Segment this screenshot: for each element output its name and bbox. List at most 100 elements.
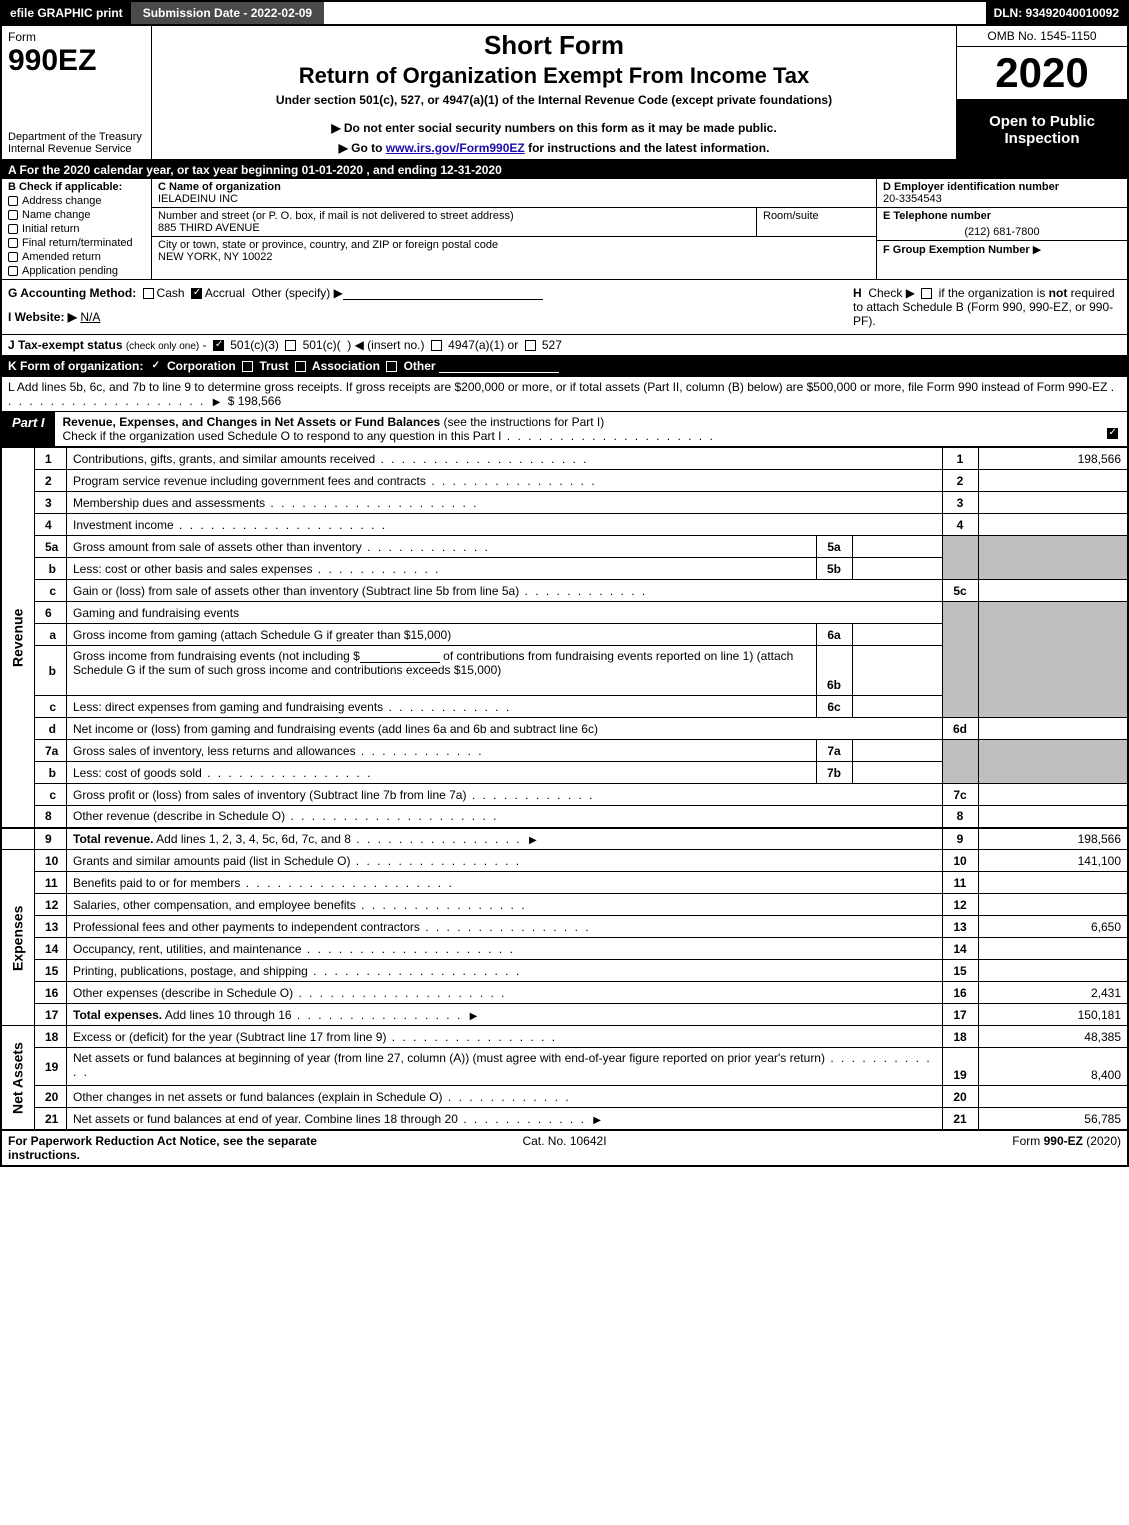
line-4-desc: Investment income (67, 514, 943, 536)
efile-print-label[interactable]: efile GRAPHIC print (2, 2, 131, 24)
chk-cash[interactable] (143, 288, 154, 299)
box-b-checkboxes: B Check if applicable: Address change Na… (2, 179, 152, 279)
schedule-o-check[interactable] (1097, 412, 1127, 446)
line-5c-ln: 5c (942, 580, 978, 602)
chk-initial-return[interactable]: Initial return (8, 223, 145, 235)
chk-amended-return[interactable]: Amended return (8, 251, 145, 263)
line-7c-num: c (35, 784, 67, 806)
chk-501c[interactable] (285, 340, 296, 351)
line-a-tax-year: A For the 2020 calendar year, or tax yea… (0, 161, 1129, 179)
chk-application-pending[interactable]: Application pending (8, 265, 145, 277)
line-5a-num: 5a (35, 536, 67, 558)
part-i-table: Revenue 1 Contributions, gifts, grants, … (0, 447, 1129, 1130)
arrow-icon: ▶ (1033, 244, 1041, 256)
under-section-text: Under section 501(c), 527, or 4947(a)(1)… (158, 93, 950, 107)
line-10-amt: 141,100 (978, 850, 1128, 872)
h-text: H Check ▶ if the organization is not req… (853, 286, 1115, 328)
footer-center: Cat. No. 10642I (379, 1134, 750, 1162)
shade-cell (978, 740, 1128, 784)
goto-prefix: ▶ Go to (339, 141, 386, 155)
line-18-amt: 48,385 (978, 1026, 1128, 1048)
line-17-amt: 150,181 (978, 1004, 1128, 1026)
chk-corporation[interactable] (150, 361, 161, 372)
chk-association[interactable] (295, 361, 306, 372)
chk-501c3[interactable] (213, 340, 224, 351)
i-label: I Website: ▶ (8, 310, 77, 324)
line-12-num: 12 (35, 894, 67, 916)
line-16-amt: 2,431 (978, 982, 1128, 1004)
line-6b-num: b (35, 646, 67, 696)
omb-number: OMB No. 1545-1150 (957, 26, 1127, 47)
chk-527[interactable] (525, 340, 536, 351)
line-7b-inval (852, 762, 942, 784)
org-address-row: Number and street (or P. O. box, if mail… (152, 208, 876, 237)
line-7b-num: b (35, 762, 67, 784)
line-20-desc: Other changes in net assets or fund bala… (67, 1086, 943, 1108)
chk-final-return[interactable]: Final return/terminated (8, 237, 145, 249)
line-11-num: 11 (35, 872, 67, 894)
chk-trust[interactable] (242, 361, 253, 372)
line-7c-amt (978, 784, 1128, 806)
website-value: N/A (80, 310, 100, 324)
line-19-amt: 8,400 (978, 1048, 1128, 1086)
line-7a-inval (852, 740, 942, 762)
line-5c-desc: Gain or (loss) from sale of assets other… (67, 580, 943, 602)
goto-link[interactable]: www.irs.gov/Form990EZ (386, 141, 525, 155)
chk-address-change[interactable]: Address change (8, 195, 145, 207)
chk-4947[interactable] (431, 340, 442, 351)
line-14-amt (978, 938, 1128, 960)
topbar-spacer (324, 2, 985, 24)
chk-schedule-b[interactable] (921, 288, 932, 299)
line-7b-innum: 7b (816, 762, 852, 784)
arrow-icon (525, 832, 541, 846)
line-1-amt: 198,566 (978, 448, 1128, 470)
chk-other[interactable] (386, 361, 397, 372)
do-not-enter-text: ▶ Do not enter social security numbers o… (158, 121, 950, 135)
line-6d-ln: 6d (942, 718, 978, 740)
line-5a-desc: Gross amount from sale of assets other t… (67, 536, 817, 558)
group-exemption-label: F Group Exemption Number (883, 244, 1030, 256)
row-g-h: G Accounting Method: Cash Accrual Other … (0, 280, 1129, 335)
chk-name-change[interactable]: Name change (8, 209, 145, 221)
org-city-row: City or town, state or province, country… (152, 237, 876, 265)
line-17-ln: 17 (942, 1004, 978, 1026)
line-3-amt (978, 492, 1128, 514)
line-10-num: 10 (35, 850, 67, 872)
revenue-side-label: Revenue (1, 448, 35, 828)
line-21-desc: Net assets or fund balances at end of ye… (67, 1108, 943, 1130)
line-18-ln: 18 (942, 1026, 978, 1048)
checkbox-icon (8, 252, 18, 262)
return-title: Return of Organization Exempt From Incom… (158, 63, 950, 89)
other-specify-input[interactable] (343, 299, 543, 300)
short-form-title: Short Form (158, 30, 950, 61)
line-15-ln: 15 (942, 960, 978, 982)
l-text: L Add lines 5b, 6c, and 7b to line 9 to … (8, 380, 1107, 394)
row-j-tax-exempt: J Tax-exempt status (check only one) - 5… (0, 335, 1129, 356)
line-6b-desc: Gross income from fundraising events (no… (67, 646, 817, 696)
line-6c-innum: 6c (816, 696, 852, 718)
line-10-desc: Grants and similar amounts paid (list in… (67, 850, 943, 872)
k-text: K Form of organization: Corporation Trus… (8, 359, 559, 373)
footer-left: For Paperwork Reduction Act Notice, see … (8, 1134, 379, 1162)
line-21-num: 21 (35, 1108, 67, 1130)
row-k-form-org: K Form of organization: Corporation Trus… (0, 356, 1129, 377)
dept-treasury: Department of the Treasury Internal Reve… (8, 131, 145, 155)
other-org-input[interactable] (439, 372, 559, 373)
box-h: H Check ▶ if the organization is not req… (847, 280, 1127, 334)
open-to-public: Open to Public Inspection (957, 100, 1127, 159)
line-6a-num: a (35, 624, 67, 646)
line-3-num: 3 (35, 492, 67, 514)
line-9-amt: 198,566 (978, 828, 1128, 850)
line-19-num: 19 (35, 1048, 67, 1086)
org-address-label: Number and street (or P. O. box, if mail… (158, 210, 750, 222)
box-f-group: F Group Exemption Number ▶ (877, 241, 1127, 279)
chk-accrual[interactable] (191, 288, 202, 299)
phone-value: (212) 681-7800 (883, 222, 1121, 238)
netassets-side-label: Net Assets (1, 1026, 35, 1130)
g-label: G Accounting Method: (8, 286, 136, 300)
accounting-method: G Accounting Method: Cash Accrual Other … (2, 280, 847, 334)
line-4-amt (978, 514, 1128, 536)
org-address-value: 885 THIRD AVENUE (158, 222, 750, 234)
line-7b-desc: Less: cost of goods sold (67, 762, 817, 784)
box-def: D Employer identification number 20-3354… (877, 179, 1127, 279)
